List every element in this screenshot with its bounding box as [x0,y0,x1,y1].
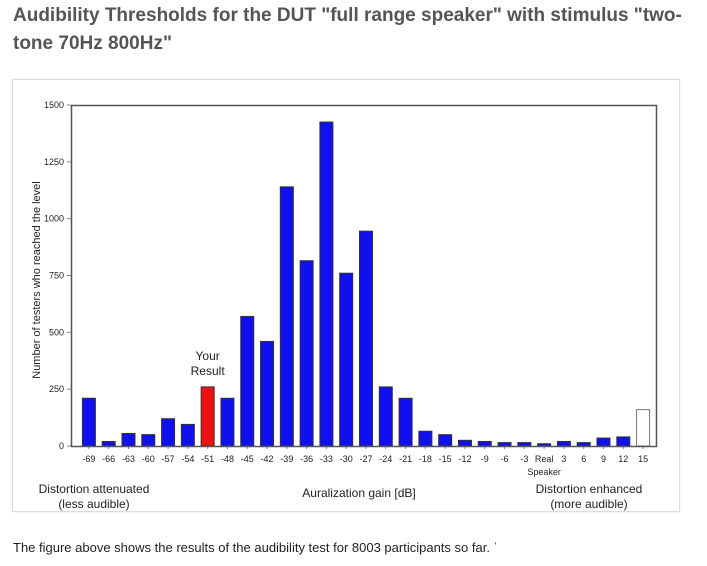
bar--18 [418,430,433,447]
x-tick-label: -30 [340,454,353,464]
bar--63 [121,432,136,447]
x-tick-label: -36 [300,454,313,464]
bar--12 [457,439,472,447]
y-tick-label: 1500 [44,100,64,110]
y-tick-label: 250 [49,384,64,394]
bar--69 [81,397,96,447]
bar--54 [180,423,195,447]
x-tick-label: -27 [359,454,372,464]
y-axis-label: Number of testers who reached the level [31,181,43,379]
y-tick-label: 1000 [44,214,64,224]
x-tick-label: -9 [481,454,489,464]
bar--45 [240,315,255,447]
bar--27 [359,230,373,447]
bar--6 [497,442,512,447]
bar--51 [200,386,215,447]
y-axis: 0 250 500 750 1000 1250 1500 [44,100,71,451]
plot-frame [70,104,658,448]
bar--42 [260,340,275,447]
x-tick-label: 6 [581,454,586,464]
x-tick-label: 15 [638,454,648,464]
x-tick-label: -15 [439,454,452,464]
bar--21 [398,397,413,447]
x-axis: -69 -66 -63 -60 -57 -54 -51 -48 -45 -42 -39 -36 -33-… [82,446,648,477]
x-tick-label: -33 [320,454,333,464]
bar--36 [299,260,314,447]
x-tick-label: Speaker [527,467,561,477]
your-result-annotation: Result [191,364,226,378]
x-tick-label: 12 [618,454,628,464]
bar-12 [616,436,631,447]
bar--33 [319,121,334,447]
bar--39 [279,186,294,447]
bar--66 [101,440,116,447]
bar--9 [477,440,492,447]
footer-distortion-enhanced: Distortion enhanced (more audible) [536,482,643,511]
chart-panel: 0 250 500 750 1000 1250 1500 -69 -66 -63 -60 -57 -5… [12,79,680,512]
bar--60 [141,434,156,447]
bar--30 [339,272,354,447]
results-caption: The figure above shows the results of th… [13,540,498,555]
bar--3 [517,442,532,447]
y-tick-label: 500 [49,327,64,337]
bar-6 [576,442,591,447]
x-tick-label: -60 [142,454,155,464]
x-tick-label: -48 [221,454,234,464]
x-tick-label: -21 [399,454,412,464]
bar-3 [556,440,571,447]
bar-15 [636,409,651,447]
x-tick-label: -42 [261,454,274,464]
bar--48 [220,397,235,447]
x-tick-label: Real [535,454,554,464]
x-tick-label: -3 [520,454,528,464]
bar-9 [596,437,611,447]
x-tick-label: 3 [561,454,566,464]
x-tick-label: -63 [122,454,135,464]
x-tick-label: -24 [379,454,392,464]
x-tick-label: -54 [181,454,194,464]
bars [81,121,651,447]
x-tick-label: -51 [201,454,214,464]
y-tick-label: 0 [59,441,64,451]
x-tick-label: -39 [280,454,293,464]
bar--57 [161,418,176,447]
x-tick-label: -57 [162,454,175,464]
bar--24 [378,386,393,447]
bar--15 [438,434,453,447]
x-tick-label: -45 [241,454,254,464]
x-tick-label: 9 [601,454,606,464]
y-tick-label: 750 [49,271,64,281]
page-title: Audibility Thresholds for the DUT "full … [13,5,682,54]
footer-distortion-attenuated: Distortion attenuated (less audible) [39,482,150,511]
x-axis-label: Auralization gain [dB] [302,486,415,500]
x-tick-label: -18 [419,454,432,464]
x-tick-label: -6 [501,454,509,464]
x-tick-label: -12 [458,454,471,464]
x-tick-label: -69 [82,454,95,464]
x-tick-label: -66 [102,454,115,464]
your-result-annotation: Your [196,349,220,363]
y-tick-label: 1250 [44,157,64,167]
bar-real-speaker [537,443,552,447]
